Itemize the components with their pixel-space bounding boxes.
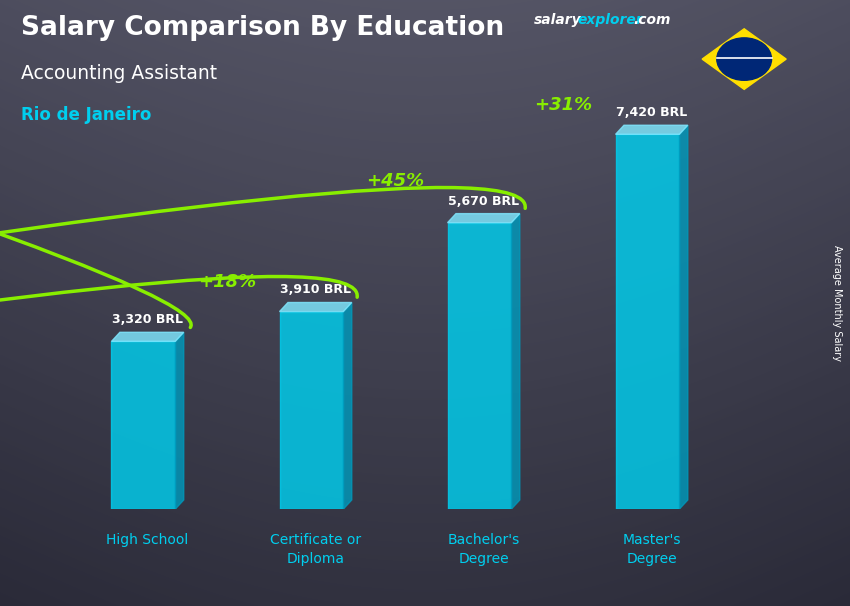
Text: 3,910 BRL: 3,910 BRL bbox=[280, 284, 351, 296]
Text: 3,320 BRL: 3,320 BRL bbox=[112, 313, 183, 326]
Polygon shape bbox=[111, 332, 184, 341]
Polygon shape bbox=[615, 125, 688, 135]
Text: Rio de Janeiro: Rio de Janeiro bbox=[21, 106, 151, 124]
Text: High School: High School bbox=[106, 533, 189, 547]
Text: 7,420 BRL: 7,420 BRL bbox=[616, 106, 688, 119]
Text: Certificate or
Diploma: Certificate or Diploma bbox=[270, 533, 361, 565]
Polygon shape bbox=[343, 302, 352, 509]
Text: Bachelor's
Degree: Bachelor's Degree bbox=[448, 533, 520, 565]
Text: +31%: +31% bbox=[535, 96, 592, 114]
Bar bbox=[615, 135, 679, 509]
Text: salary: salary bbox=[534, 13, 581, 27]
Text: Master's
Degree: Master's Degree bbox=[622, 533, 681, 565]
Polygon shape bbox=[512, 214, 520, 509]
Text: +18%: +18% bbox=[198, 273, 257, 291]
Circle shape bbox=[717, 38, 772, 81]
Bar bbox=[448, 222, 512, 509]
Text: Average Monthly Salary: Average Monthly Salary bbox=[832, 245, 842, 361]
Text: 5,670 BRL: 5,670 BRL bbox=[448, 195, 519, 207]
Text: Accounting Assistant: Accounting Assistant bbox=[21, 64, 218, 82]
Polygon shape bbox=[679, 125, 688, 509]
Bar bbox=[280, 311, 343, 509]
Bar bbox=[111, 341, 175, 509]
Text: explorer: explorer bbox=[577, 13, 643, 27]
Polygon shape bbox=[175, 332, 184, 509]
Text: Salary Comparison By Education: Salary Comparison By Education bbox=[21, 15, 504, 41]
Polygon shape bbox=[280, 302, 352, 311]
Text: .com: .com bbox=[633, 13, 671, 27]
Text: +45%: +45% bbox=[366, 171, 424, 190]
Polygon shape bbox=[448, 214, 520, 222]
Polygon shape bbox=[702, 29, 786, 89]
